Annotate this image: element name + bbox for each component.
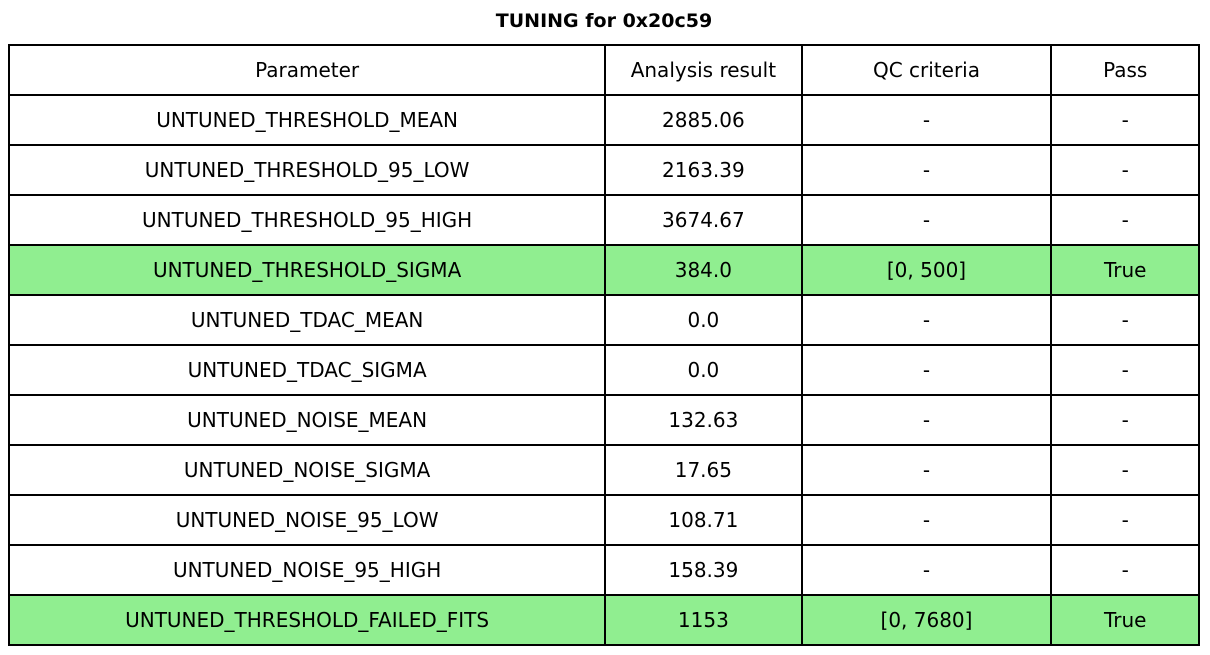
parameter-cell: UNTUNED_NOISE_95_LOW (7, 494, 607, 546)
parameter-cell: UNTUNED_NOISE_95_HIGH (7, 544, 607, 596)
page-title: TUNING for 0x20c59 (495, 10, 713, 32)
qc-criteria-cell: - (800, 294, 1053, 346)
analysis-result-cell: 2163.39 (604, 144, 803, 196)
table-row: UNTUNED_NOISE_95_LOW 108.71- - (7, 494, 1200, 546)
table-row: UNTUNED_NOISE_MEAN 132.63- - (7, 394, 1200, 446)
parameter-cell: UNTUNED_THRESHOLD_95_HIGH (7, 194, 607, 246)
qc-criteria-cell: - (800, 344, 1053, 396)
parameter-cell: UNTUNED_NOISE_MEAN (7, 394, 607, 446)
pass-cell: - (1050, 144, 1200, 196)
analysis-result-cell: 158.39 (604, 544, 803, 596)
pass-cell: True (1050, 594, 1200, 646)
table-header-row: Parameter Analysis result QC criteria Pass (7, 44, 1200, 96)
pass-cell: - (1050, 494, 1200, 546)
analysis-result-cell: 0.0 (604, 294, 803, 346)
column-header: Pass (1050, 44, 1200, 96)
qc-criteria-cell: - (800, 94, 1053, 146)
pass-cell: - (1050, 394, 1200, 446)
parameter-cell: UNTUNED_TDAC_SIGMA (7, 344, 607, 396)
qc-criteria-cell: - (800, 444, 1053, 496)
qc-criteria-cell: - (800, 144, 1053, 196)
pass-cell: True (1050, 244, 1200, 296)
parameter-cell: UNTUNED_THRESHOLD_SIGMA (7, 244, 607, 296)
table-row: UNTUNED_THRESHOLD_95_HIGH 3674.67- - (7, 194, 1200, 246)
analysis-result-cell: 2885.06 (604, 94, 803, 146)
column-header: Parameter (7, 44, 607, 96)
table-row: UNTUNED_TDAC_SIGMA 0.0- - (7, 344, 1200, 396)
analysis-result-cell: 3674.67 (604, 194, 803, 246)
pass-cell: - (1050, 444, 1200, 496)
pass-cell: - (1050, 544, 1200, 596)
parameter-cell: UNTUNED_THRESHOLD_95_LOW (7, 144, 607, 196)
column-header: Analysis result (604, 44, 803, 96)
qc-criteria-cell: - (800, 544, 1053, 596)
table-body: UNTUNED_THRESHOLD_MEAN 2885.06- - UNTUNED_T… (7, 94, 1200, 646)
table-row: UNTUNED_NOISE_95_HIGH 158.39- - (7, 544, 1200, 596)
column-header: QC criteria (800, 44, 1053, 96)
table-row: UNTUNED_THRESHOLD_MEAN 2885.06- - (7, 94, 1200, 146)
table-row: UNTUNED_NOISE_SIGMA 17.65- - (7, 444, 1200, 496)
qc-criteria-cell: [0, 500] (800, 244, 1053, 296)
parameter-cell: UNTUNED_TDAC_MEAN (7, 294, 607, 346)
analysis-result-cell: 1153 (604, 594, 803, 646)
table-row: UNTUNED_THRESHOLD_SIGMA 384.0 [0, 500] True (7, 244, 1200, 296)
table-row: UNTUNED_TDAC_MEAN 0.0- - (7, 294, 1200, 346)
analysis-result-cell: 384.0 (604, 244, 803, 296)
parameter-cell: UNTUNED_THRESHOLD_MEAN (7, 94, 607, 146)
pass-cell: - (1050, 94, 1200, 146)
parameter-cell: UNTUNED_NOISE_SIGMA (7, 444, 607, 496)
qc-criteria-cell: - (800, 394, 1053, 446)
tuning-results-table: Parameter Analysis result QC criteria Pass … (7, 44, 1200, 646)
pass-cell: - (1050, 194, 1200, 246)
analysis-result-cell: 17.65 (604, 444, 803, 496)
pass-cell: - (1050, 344, 1200, 396)
analysis-result-cell: 0.0 (604, 344, 803, 396)
qc-criteria-cell: - (800, 494, 1053, 546)
table-row: UNTUNED_THRESHOLD_FAILED_FITS 1153 [0, 768… (7, 594, 1200, 646)
table-row: UNTUNED_THRESHOLD_95_LOW 2163.39- - (7, 144, 1200, 196)
qc-criteria-cell: [0, 7680] (800, 594, 1053, 646)
qc-criteria-cell: - (800, 194, 1053, 246)
pass-cell: - (1050, 294, 1200, 346)
parameter-cell: UNTUNED_THRESHOLD_FAILED_FITS (7, 594, 607, 646)
analysis-result-cell: 108.71 (604, 494, 803, 546)
analysis-result-cell: 132.63 (604, 394, 803, 446)
